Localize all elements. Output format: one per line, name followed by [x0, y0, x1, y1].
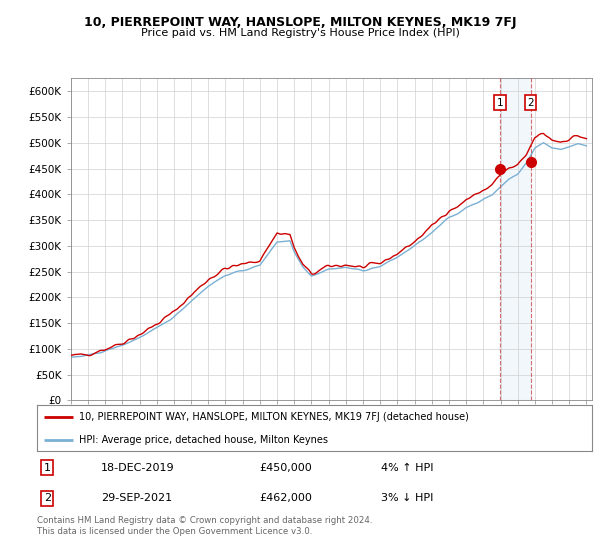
- Text: HPI: Average price, detached house, Milton Keynes: HPI: Average price, detached house, Milt…: [79, 435, 328, 445]
- Text: Price paid vs. HM Land Registry's House Price Index (HPI): Price paid vs. HM Land Registry's House …: [140, 28, 460, 38]
- Text: 10, PIERREPOINT WAY, HANSLOPE, MILTON KEYNES, MK19 7FJ (detached house): 10, PIERREPOINT WAY, HANSLOPE, MILTON KE…: [79, 412, 469, 422]
- Text: 4% ↑ HPI: 4% ↑ HPI: [382, 463, 434, 473]
- Text: 3% ↓ HPI: 3% ↓ HPI: [382, 493, 434, 503]
- Text: 2: 2: [527, 97, 534, 108]
- Bar: [500, 78, 530, 400]
- Text: 1: 1: [44, 463, 50, 473]
- Text: 2: 2: [44, 493, 51, 503]
- Text: 29-SEP-2021: 29-SEP-2021: [101, 493, 172, 503]
- Text: £462,000: £462,000: [259, 493, 312, 503]
- Text: 10, PIERREPOINT WAY, HANSLOPE, MILTON KEYNES, MK19 7FJ: 10, PIERREPOINT WAY, HANSLOPE, MILTON KE…: [84, 16, 516, 29]
- Text: 18-DEC-2019: 18-DEC-2019: [101, 463, 175, 473]
- Text: 1: 1: [497, 97, 503, 108]
- Text: Contains HM Land Registry data © Crown copyright and database right 2024.
This d: Contains HM Land Registry data © Crown c…: [37, 516, 373, 536]
- Text: £450,000: £450,000: [259, 463, 312, 473]
